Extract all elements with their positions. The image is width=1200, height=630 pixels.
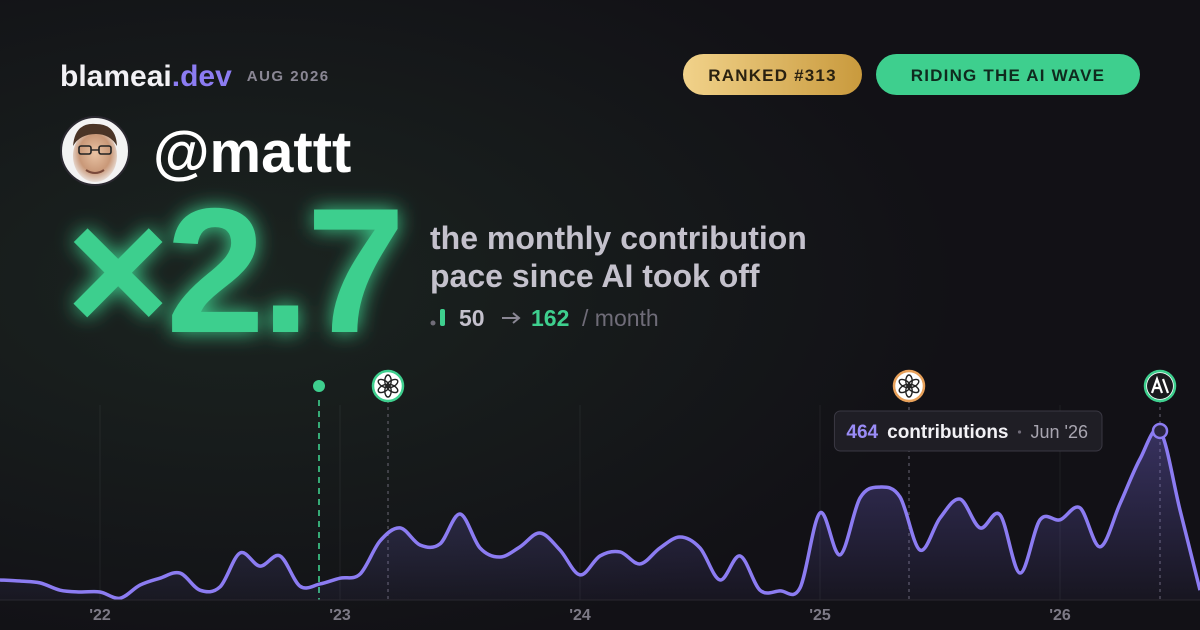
description-line: pace since AI took off xyxy=(430,258,760,294)
brand: blameai xyxy=(60,60,172,93)
handle: @mattt xyxy=(153,120,351,185)
avatar xyxy=(60,116,130,186)
peak-marker xyxy=(1151,422,1169,440)
tooltip-date: Jun '26 xyxy=(1031,422,1088,442)
tooltip-value: 464 xyxy=(846,422,878,443)
pace-unit: / month xyxy=(582,305,659,331)
wave-badge-text: RIDING THE AI WAVE xyxy=(911,66,1105,85)
event-glyph xyxy=(898,378,911,389)
event-glyph xyxy=(1150,375,1170,394)
event-glyph xyxy=(377,378,390,389)
description-line: the monthly contribution xyxy=(430,220,807,256)
x-tick-label: '22 xyxy=(89,607,111,624)
event-icon xyxy=(371,369,405,403)
brand-tld: .dev xyxy=(172,60,232,93)
wave-badge xyxy=(876,54,1140,95)
tooltip: 464 contributions Jun '26 xyxy=(833,410,1103,452)
multiplier: ×2.7 xyxy=(66,171,401,370)
chart: '22 '23 '24 '25 '26 464 contributions Jun '26 xyxy=(0,369,1200,624)
tooltip-box xyxy=(833,410,1103,452)
pace-before: 50 xyxy=(459,305,485,331)
rank-badge-text: RANKED #313 xyxy=(708,66,836,85)
pace-arrow xyxy=(502,312,521,324)
x-tick-label: '24 xyxy=(569,607,591,624)
x-tick-label: '23 xyxy=(329,607,351,624)
x-tick-label: '26 xyxy=(1049,607,1071,624)
area xyxy=(0,429,1200,600)
pace-icon xyxy=(430,309,445,326)
tooltip-separator xyxy=(1017,430,1022,434)
pace-after: 162 xyxy=(531,305,569,331)
event-icon xyxy=(892,369,926,403)
event-dot xyxy=(313,380,325,392)
rank-badge xyxy=(683,54,862,95)
x-tick-label: '25 xyxy=(809,607,831,624)
line xyxy=(0,427,1200,601)
period: AUG 2026 xyxy=(247,68,330,85)
tooltip-label: contributions xyxy=(887,422,1008,443)
